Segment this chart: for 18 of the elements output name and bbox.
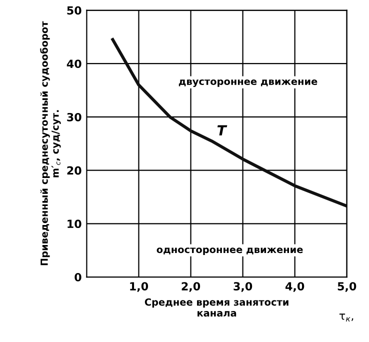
x-tick-label: 2,0 xyxy=(182,282,200,292)
y-tick-label: 30 xyxy=(67,112,82,122)
x-tick-label: 3,0 xyxy=(234,282,252,292)
x-tick-label: 4,0 xyxy=(285,282,304,292)
y-tick-label: 40 xyxy=(66,60,82,68)
x-axis-title: Среднее время занятости канала xyxy=(144,298,288,317)
line-series xyxy=(111,38,347,208)
annotation: Т xyxy=(217,125,228,136)
y-axis-title: Приведенный среднесуточный судооборот m′$_{c}$, суд/сут. xyxy=(40,21,61,266)
text: τ$_{к}$, xyxy=(339,314,354,322)
y-tick-label: 20 xyxy=(67,166,82,175)
x-tick-label: 1,0 xyxy=(130,282,148,292)
y-tick-label: 50 xyxy=(67,6,82,15)
annotation: двустороннее движение xyxy=(178,79,318,87)
y-tick-label: 10 xyxy=(68,220,82,228)
x-tick-label: 5,0 xyxy=(338,282,356,292)
annotation: одностороннее движение xyxy=(156,248,303,256)
y-tick-label: 0 xyxy=(74,272,82,282)
